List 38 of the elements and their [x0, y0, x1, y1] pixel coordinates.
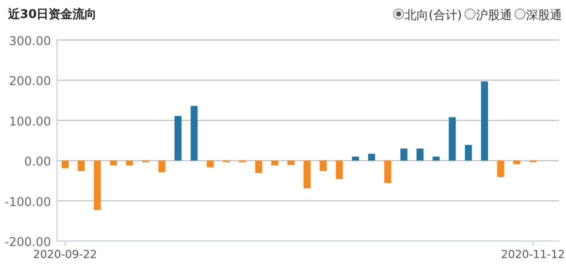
text: 沪股通 — [476, 8, 512, 22]
bar — [384, 160, 392, 184]
bar — [368, 154, 376, 161]
bar — [271, 160, 278, 166]
bar — [336, 160, 343, 180]
y-tick-label: 300.00 — [9, 34, 51, 48]
bar — [206, 160, 214, 168]
bar — [513, 160, 520, 164]
bar — [94, 160, 101, 210]
bar — [110, 160, 117, 166]
bar — [158, 160, 166, 172]
y-tick-label: 0.00 — [24, 154, 51, 169]
bar — [62, 160, 69, 168]
bar — [400, 148, 408, 161]
x-tick-label: 2020-11-12 — [500, 248, 565, 261]
bar — [287, 160, 294, 166]
y-tick-label: -100.00 — [4, 194, 51, 209]
bar — [432, 156, 440, 161]
bar — [126, 160, 134, 166]
bar — [448, 117, 456, 161]
bar — [464, 144, 472, 161]
y-tick-label: -200.00 — [4, 235, 51, 249]
chart-title: 近30日资金流向 — [7, 7, 97, 21]
text: 深股通 — [526, 8, 562, 22]
bar — [416, 148, 424, 161]
text: 北向(合计) — [404, 8, 462, 22]
bar — [78, 160, 85, 172]
bar — [255, 160, 262, 174]
bar — [320, 160, 327, 172]
bar — [190, 106, 198, 161]
x-tick-label: 2020-09-22 — [33, 248, 98, 261]
bar — [481, 81, 488, 161]
bar — [352, 156, 359, 161]
bar — [174, 116, 182, 161]
y-tick-label: 200.00 — [9, 74, 51, 88]
bar — [304, 160, 311, 188]
y-tick-label: 100.00 — [9, 114, 51, 128]
bar — [497, 160, 504, 178]
